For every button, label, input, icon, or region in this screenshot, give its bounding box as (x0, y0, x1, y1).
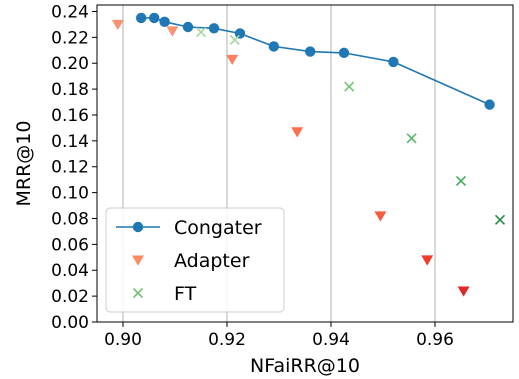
legend-item-congater: Congater (116, 217, 262, 239)
data-point-adapter (166, 26, 179, 37)
series-adapter (111, 19, 470, 297)
data-point-ft (229, 34, 240, 46)
y-tick-label: 0.16 (51, 106, 89, 126)
data-point-adapter (374, 211, 387, 222)
y-tick-label: 0.14 (51, 132, 89, 152)
data-point-congater (182, 21, 194, 33)
legend: Congater Adapter FT (105, 207, 285, 313)
legend-item-ft: FT (132, 283, 197, 305)
data-point-adapter (291, 127, 304, 138)
y-tick-label: 0.10 (51, 184, 89, 204)
legend-label-congater: Congater (174, 217, 262, 239)
data-point-congater (149, 12, 160, 24)
data-point-congater (268, 41, 279, 52)
data-point-congater (208, 23, 220, 34)
data-point-congater (136, 12, 147, 24)
data-point-ft (406, 133, 417, 144)
x-tick-label: 0.96 (416, 330, 454, 350)
data-point-ft (455, 175, 467, 187)
x-tick-label: 0.90 (104, 330, 142, 350)
legend-box (105, 207, 285, 313)
data-point-congater (234, 28, 246, 39)
y-tick-label: 0.00 (51, 313, 89, 333)
y-tick-label: 0.06 (51, 235, 89, 255)
data-point-ft (494, 214, 506, 225)
data-point-congater (338, 47, 350, 59)
legend-label-ft: FT (174, 283, 197, 305)
legend-marker-ft (132, 287, 144, 299)
axis-ticks: 0.90 0.92 0.94 0.96 0.00 0.02 0.04 0.06 0.08 0.10… (51, 2, 454, 350)
series-line-congater (141, 17, 490, 106)
legend-marker-adapter (132, 255, 144, 266)
data-point-adapter (111, 19, 124, 31)
x-axis-label: NFaiRR@10 (250, 355, 360, 377)
y-axis-label: MRR@10 (13, 121, 35, 207)
data-point-congater (305, 46, 316, 57)
data-point-adapter (421, 255, 434, 266)
y-tick-label: 0.08 (51, 209, 89, 229)
series-ft (195, 27, 506, 225)
y-tick-label: 0.18 (51, 80, 89, 100)
data-point-congater (159, 16, 170, 28)
data-point-ft (344, 81, 355, 92)
data-point-congater (484, 99, 495, 110)
data-point-adapter (226, 54, 239, 66)
legend-label-adapter: Adapter (174, 250, 250, 272)
y-tick-label: 0.12 (51, 158, 89, 178)
plot-series (111, 12, 506, 297)
y-tick-label: 0.22 (51, 28, 89, 48)
y-tick-label: 0.04 (51, 261, 89, 281)
plot-frame (96, 4, 514, 323)
data-point-ft (195, 27, 207, 38)
data-point-congater (388, 56, 399, 68)
y-tick-label: 0.24 (51, 2, 89, 22)
y-tick-label: 0.02 (51, 287, 89, 307)
legend-marker-congater (132, 221, 144, 233)
series-congater (136, 12, 495, 110)
data-point-adapter (457, 286, 470, 297)
legend-item-adapter: Adapter (132, 250, 250, 272)
x-tick-label: 0.92 (208, 330, 246, 350)
x-tick-label: 0.94 (312, 330, 350, 350)
y-tick-label: 0.20 (51, 54, 89, 74)
